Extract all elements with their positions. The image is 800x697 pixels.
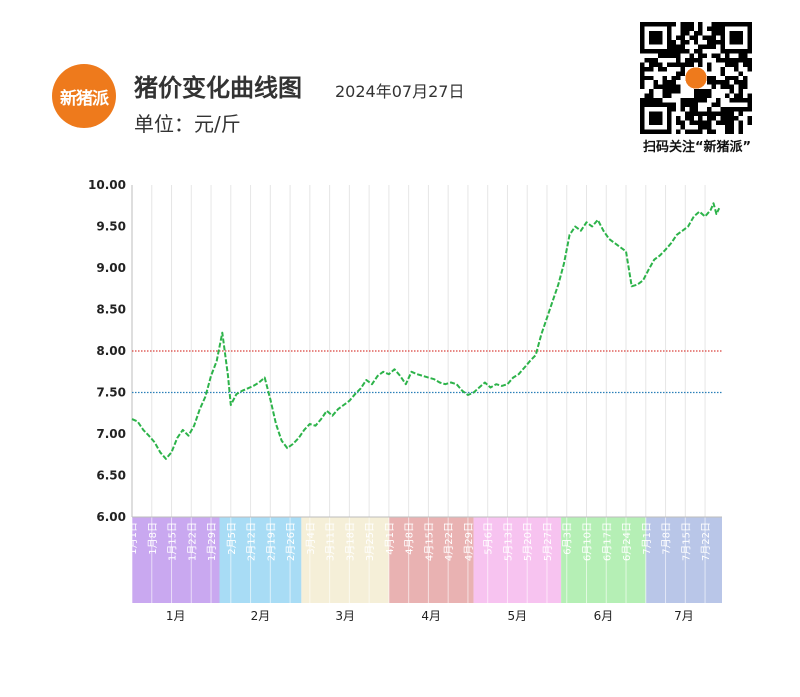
x-tick-label: 6月3日 <box>562 522 574 555</box>
y-tick-label: 8.00 <box>96 344 126 358</box>
price-series-line <box>131 202 721 460</box>
x-tick-label: 3月11日 <box>325 522 337 561</box>
x-tick-label: 1月22日 <box>186 522 198 561</box>
x-tick-label: 1月29日 <box>206 522 218 561</box>
x-tick-label: 4月15日 <box>423 522 435 561</box>
month-band <box>301 517 389 603</box>
y-tick-label: 9.00 <box>96 261 126 275</box>
x-tick-label: 6月17日 <box>601 522 613 561</box>
y-tick-label: 8.50 <box>96 303 126 317</box>
month-band <box>645 517 722 603</box>
x-tick-label: 5月13日 <box>502 522 514 561</box>
x-tick-label: 2月12日 <box>246 522 258 561</box>
y-tick-label: 7.50 <box>96 386 126 400</box>
month-band <box>388 517 474 603</box>
x-tick-label: 7月15日 <box>680 522 692 561</box>
month-label: 2月 <box>251 609 271 623</box>
unit-label: 单位：元/斤 <box>134 112 241 136</box>
y-tick-label: 6.00 <box>96 510 126 524</box>
y-tick-label: 6.50 <box>96 469 126 483</box>
x-tick-label: 5月20日 <box>522 522 534 561</box>
page-title: 猪价变化曲线图 <box>134 74 302 102</box>
month-label: 3月 <box>335 609 355 623</box>
x-tick-label: 1月15日 <box>167 522 179 561</box>
month-label: 7月 <box>674 609 694 623</box>
x-tick-label: 1月1日 <box>127 522 139 555</box>
x-tick-label: 4月29日 <box>463 522 475 561</box>
x-tick-label: 4月8日 <box>404 522 416 555</box>
x-tick-label: 7月1日 <box>641 522 653 555</box>
x-tick-label: 2月5日 <box>226 522 238 555</box>
x-tick-label: 6月24日 <box>621 522 633 561</box>
month-label: 5月 <box>508 609 528 623</box>
x-tick-label: 3月25日 <box>364 522 376 561</box>
x-tick-label: 7月22日 <box>700 522 712 561</box>
month-label: 6月 <box>594 609 614 623</box>
month-band <box>132 517 220 603</box>
x-tick-label: 3月18日 <box>344 522 356 561</box>
month-label: 1月 <box>166 609 186 623</box>
x-tick-label: 5月27日 <box>542 522 554 561</box>
x-tick-label: 5月6日 <box>483 522 495 555</box>
x-tick-label: 4月1日 <box>384 522 396 555</box>
month-label: 4月 <box>421 609 441 623</box>
x-tick-label: 6月10日 <box>581 522 593 561</box>
brand-logo: 新猪派 <box>52 64 116 128</box>
month-band <box>219 517 302 603</box>
x-tick-label: 2月26日 <box>285 522 297 561</box>
logo-text: 新猪派 <box>60 88 109 109</box>
x-tick-label: 3月4日 <box>305 522 317 555</box>
x-tick-label: 1月8日 <box>147 522 159 555</box>
y-tick-label: 10.00 <box>88 178 126 192</box>
x-tick-label: 4月22日 <box>443 522 455 561</box>
report-date: 2024年07月27日 <box>335 82 465 101</box>
x-tick-label: 2月19日 <box>265 522 277 561</box>
y-tick-label: 9.50 <box>96 220 126 234</box>
qr-caption: 扫码关注“新猪派” <box>642 140 752 155</box>
x-tick-label: 7月8日 <box>661 522 673 555</box>
qr-code-icon <box>640 22 752 134</box>
y-tick-label: 7.00 <box>96 427 126 441</box>
month-band <box>561 517 646 603</box>
